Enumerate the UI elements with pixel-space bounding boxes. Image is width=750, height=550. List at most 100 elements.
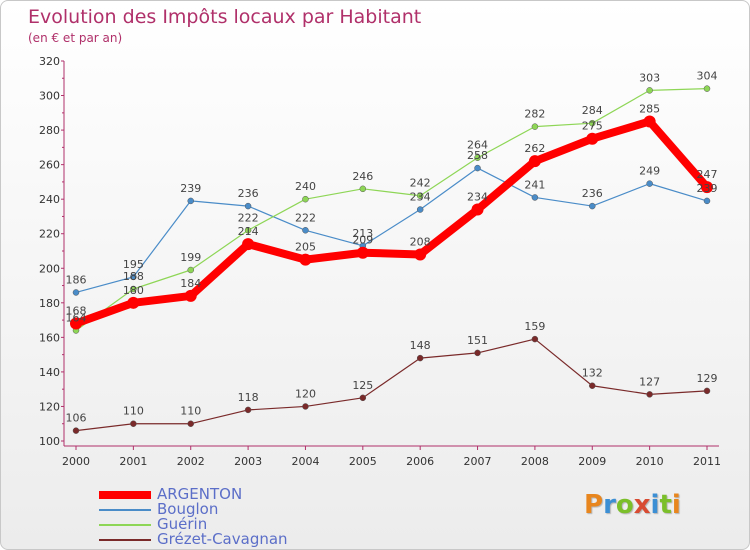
- data-label: 184: [180, 277, 201, 290]
- x-tick-label: 2003: [234, 455, 262, 468]
- data-label: 284: [582, 104, 603, 117]
- data-point: [646, 87, 653, 94]
- data-label: 208: [410, 235, 431, 248]
- data-point: [130, 420, 137, 427]
- data-label: 195: [123, 258, 144, 271]
- series-line-gr-zet-cavagnan: [75, 338, 708, 432]
- x-tick-label: 2010: [636, 455, 664, 468]
- x-tick-label: 2006: [406, 455, 434, 468]
- data-point: [130, 273, 137, 281]
- data-point: [703, 387, 711, 395]
- data-point: [586, 132, 599, 145]
- y-tick-label: 280: [39, 124, 60, 137]
- data-point: [244, 227, 252, 234]
- y-tick-label: 100: [39, 435, 60, 448]
- data-point: [302, 195, 309, 203]
- data-label: 164: [66, 311, 87, 324]
- data-label: 159: [524, 320, 545, 333]
- data-label: 132: [582, 367, 603, 380]
- data-point: [356, 246, 369, 259]
- data-label: 110: [123, 405, 144, 418]
- data-label: 213: [352, 227, 373, 240]
- data-label: 236: [238, 187, 259, 200]
- data-point: [646, 180, 653, 187]
- x-tick-label: 2000: [62, 455, 90, 468]
- data-label: 222: [238, 211, 259, 224]
- data-point: [187, 197, 194, 205]
- legend-label: Grézet-Cavagnan: [157, 530, 288, 548]
- data-label: 262: [524, 142, 545, 155]
- data-label: 234: [410, 191, 431, 204]
- data-label: 282: [524, 108, 545, 121]
- data-label: 264: [467, 139, 488, 152]
- legend-swatch: [99, 524, 151, 526]
- y-tick-label: 300: [39, 90, 60, 103]
- legend-label: Bouglon: [157, 500, 219, 518]
- data-label: 188: [123, 270, 144, 283]
- data-label: 234: [467, 191, 488, 204]
- data-point: [701, 181, 713, 194]
- data-label: 129: [697, 372, 718, 385]
- data-label: 258: [467, 149, 488, 162]
- data-label: 222: [295, 211, 316, 224]
- data-point: [244, 202, 252, 210]
- y-tick-label: 260: [39, 159, 60, 172]
- data-label: 125: [352, 379, 373, 392]
- data-point: [474, 164, 481, 172]
- data-point: [244, 406, 252, 414]
- logo-letter: t: [659, 490, 672, 520]
- data-point: [187, 266, 194, 274]
- data-point: [416, 206, 424, 213]
- legend-swatch: [99, 491, 151, 499]
- data-label: 304: [697, 70, 718, 83]
- y-tick-label: 220: [39, 228, 60, 241]
- data-point: [416, 354, 424, 362]
- data-label: 209: [352, 234, 373, 247]
- data-label: 241: [524, 178, 545, 191]
- y-tick-label: 120: [39, 400, 60, 413]
- data-label: 285: [639, 102, 660, 115]
- data-point: [416, 192, 424, 199]
- logo-letter: o: [615, 490, 634, 520]
- data-label: 120: [295, 387, 316, 400]
- data-label: 148: [410, 339, 431, 352]
- y-tick-label: 160: [39, 331, 60, 344]
- data-point: [531, 335, 539, 343]
- y-tick-label: 320: [39, 55, 60, 68]
- legend-swatch: [99, 539, 151, 541]
- data-label: 247: [697, 168, 718, 181]
- x-tick-label: 2011: [693, 455, 721, 468]
- x-tick-label: 2004: [291, 455, 319, 468]
- data-label: 303: [639, 71, 660, 84]
- data-point: [359, 185, 367, 193]
- x-tick-label: 2002: [177, 455, 205, 468]
- data-label: 186: [66, 273, 87, 286]
- data-point: [589, 382, 596, 389]
- x-tick-label: 2007: [464, 455, 492, 468]
- series-line-bouglon: [75, 167, 708, 294]
- data-label: 242: [410, 177, 431, 190]
- data-point: [70, 317, 82, 330]
- data-label: 240: [295, 180, 316, 193]
- data-label: 180: [123, 284, 144, 297]
- y-tick-label: 140: [39, 366, 60, 379]
- data-point: [703, 85, 711, 92]
- data-point: [528, 155, 541, 168]
- data-point: [72, 289, 80, 296]
- logo-letter: i: [671, 490, 681, 520]
- proxiti-logo: Proxiti: [584, 490, 681, 520]
- data-point: [414, 248, 427, 261]
- data-point: [187, 420, 194, 427]
- x-tick-label: 2005: [349, 455, 377, 468]
- data-point: [703, 197, 711, 205]
- x-tick-label: 2008: [521, 455, 549, 468]
- data-point: [646, 391, 653, 398]
- data-point: [359, 394, 367, 402]
- data-point: [184, 289, 197, 302]
- data-point: [471, 203, 484, 216]
- data-point: [299, 253, 312, 266]
- data-label: 199: [180, 251, 201, 264]
- data-label: 239: [180, 182, 201, 195]
- logo-letter: P: [584, 490, 604, 520]
